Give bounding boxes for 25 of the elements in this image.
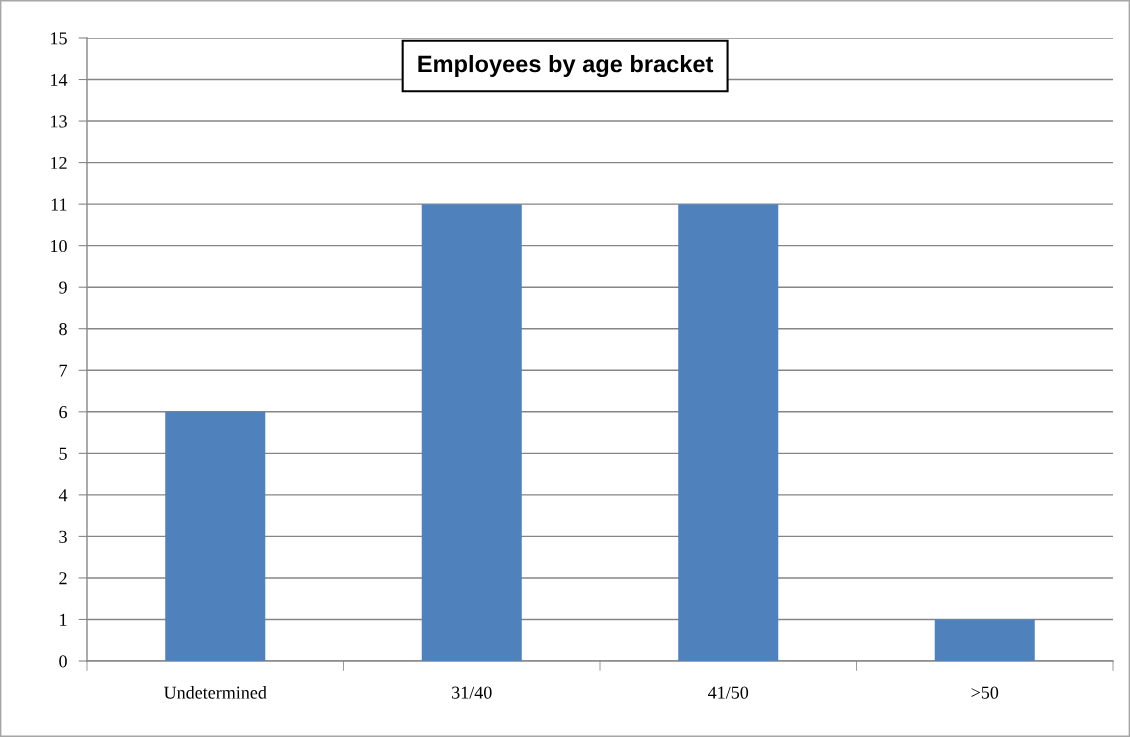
bar (934, 619, 1035, 661)
y-tick-label: 14 (51, 73, 68, 86)
y-tick-label: 11 (51, 198, 67, 211)
y-tick-label: 12 (51, 156, 67, 169)
y-tick-label: 4 (58, 489, 68, 502)
y-tick-label: 9 (59, 281, 67, 294)
x-tick-label: 41/50 (708, 686, 749, 699)
y-tick-label: 1 (60, 613, 67, 626)
y-tick-label: 6 (59, 406, 68, 419)
y-tick-label: 2 (59, 572, 67, 585)
y-tick-label: 7 (59, 364, 68, 377)
y-tick-label: 8 (59, 322, 67, 336)
bar (678, 204, 779, 661)
y-tick-label: 5 (59, 447, 67, 460)
bar (421, 204, 522, 661)
x-tick-label: >50 (971, 686, 999, 699)
text: Employees by age bracket (418, 54, 714, 78)
y-tick-label: 3 (59, 530, 67, 543)
bar (165, 411, 266, 661)
y-tick-label: 0 (59, 655, 67, 668)
y-tick-label: 10 (51, 239, 67, 253)
x-tick-label: Undetermined (163, 686, 267, 699)
x-tick-label: 31/40 (452, 686, 492, 699)
y-tick-label: 15 (51, 32, 67, 45)
y-tick-label: 13 (51, 115, 67, 128)
